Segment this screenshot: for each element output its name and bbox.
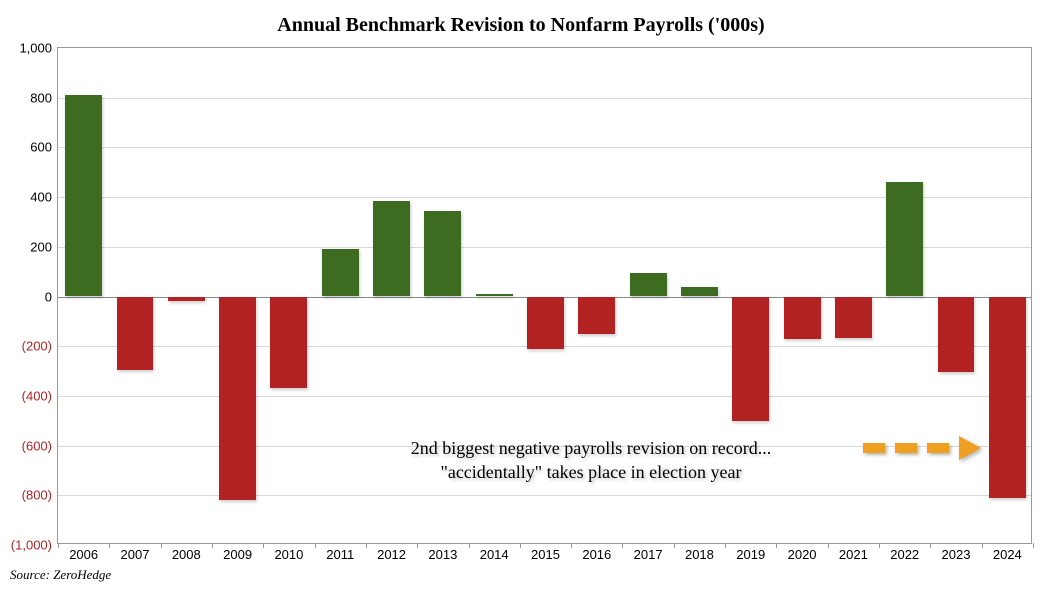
gridline <box>58 197 1031 198</box>
x-axis-label: 2006 <box>69 547 98 562</box>
bar <box>424 211 461 297</box>
x-tick <box>161 543 162 548</box>
gridline <box>58 98 1031 99</box>
bar <box>578 297 615 334</box>
x-axis-label: 2016 <box>582 547 611 562</box>
x-axis-label: 2007 <box>121 547 150 562</box>
x-axis-label: 2018 <box>685 547 714 562</box>
annotation-text: 2nd biggest negative payrolls revision o… <box>411 436 771 485</box>
x-tick <box>263 543 264 548</box>
bar <box>117 297 154 370</box>
bar <box>168 297 205 302</box>
y-axis-label: 600 <box>30 140 52 155</box>
x-tick <box>674 543 675 548</box>
y-axis-label: (1,000) <box>11 538 52 553</box>
x-tick <box>622 543 623 548</box>
x-axis-label: 2017 <box>634 547 663 562</box>
arrow-head-icon <box>959 436 981 460</box>
bar <box>65 95 102 296</box>
x-axis-label: 2012 <box>377 547 406 562</box>
bar <box>784 297 821 339</box>
x-tick <box>109 543 110 548</box>
x-axis-label: 2014 <box>480 547 509 562</box>
x-tick <box>212 543 213 548</box>
x-axis-label: 2013 <box>428 547 457 562</box>
gridline <box>58 495 1031 496</box>
x-tick <box>58 543 59 548</box>
bar <box>938 297 975 373</box>
bar <box>219 297 256 501</box>
x-tick <box>982 543 983 548</box>
bar <box>527 297 564 349</box>
arrow-dash <box>895 443 917 453</box>
x-tick <box>469 543 470 548</box>
x-axis-label: 2015 <box>531 547 560 562</box>
gridline <box>58 396 1031 397</box>
x-tick <box>776 543 777 548</box>
x-axis-label: 2021 <box>839 547 868 562</box>
x-tick <box>366 543 367 548</box>
x-tick <box>1033 543 1034 548</box>
x-tick <box>417 543 418 548</box>
x-tick <box>571 543 572 548</box>
x-axis-label: 2020 <box>788 547 817 562</box>
bar <box>476 294 513 296</box>
x-axis-label: 2008 <box>172 547 201 562</box>
x-axis-label: 2024 <box>993 547 1022 562</box>
gridline <box>58 147 1031 148</box>
x-axis-label: 2022 <box>890 547 919 562</box>
y-axis-label: 1,000 <box>19 41 52 56</box>
bar <box>835 297 872 338</box>
bar <box>373 201 410 297</box>
bar <box>732 297 769 421</box>
bar <box>886 182 923 296</box>
y-axis-label: 200 <box>30 239 52 254</box>
chart-container: Annual Benchmark Revision to Nonfarm Pay… <box>0 0 1042 599</box>
y-axis-label: 400 <box>30 190 52 205</box>
x-tick <box>725 543 726 548</box>
x-axis-label: 2010 <box>274 547 303 562</box>
plot-area: (1,000)(800)(600)(400)(200)0200400600800… <box>57 47 1032 544</box>
bar <box>681 287 718 297</box>
y-axis-label: (200) <box>22 339 52 354</box>
annotation-line-2: "accidentally" takes place in election y… <box>411 460 771 484</box>
annotation-line-1: 2nd biggest negative payrolls revision o… <box>411 436 771 460</box>
bar <box>989 297 1026 498</box>
x-axis-label: 2019 <box>736 547 765 562</box>
y-axis-label: (600) <box>22 438 52 453</box>
gridline <box>58 247 1031 248</box>
y-axis-label: 800 <box>30 90 52 105</box>
bar <box>322 249 359 296</box>
x-axis-label: 2009 <box>223 547 252 562</box>
x-tick <box>315 543 316 548</box>
chart-title: Annual Benchmark Revision to Nonfarm Pay… <box>0 14 1042 37</box>
x-tick <box>879 543 880 548</box>
source-text: Source: ZeroHedge <box>10 567 111 583</box>
bar <box>270 297 307 389</box>
arrow-dash <box>863 443 885 453</box>
x-axis-label: 2023 <box>942 547 971 562</box>
bar <box>630 273 667 297</box>
x-tick <box>930 543 931 548</box>
x-tick <box>828 543 829 548</box>
x-tick <box>520 543 521 548</box>
x-axis-label: 2011 <box>326 547 354 562</box>
arrow-dash <box>927 443 949 453</box>
y-axis-label: (800) <box>22 488 52 503</box>
y-axis-label: (400) <box>22 388 52 403</box>
y-axis-label: 0 <box>45 289 52 304</box>
